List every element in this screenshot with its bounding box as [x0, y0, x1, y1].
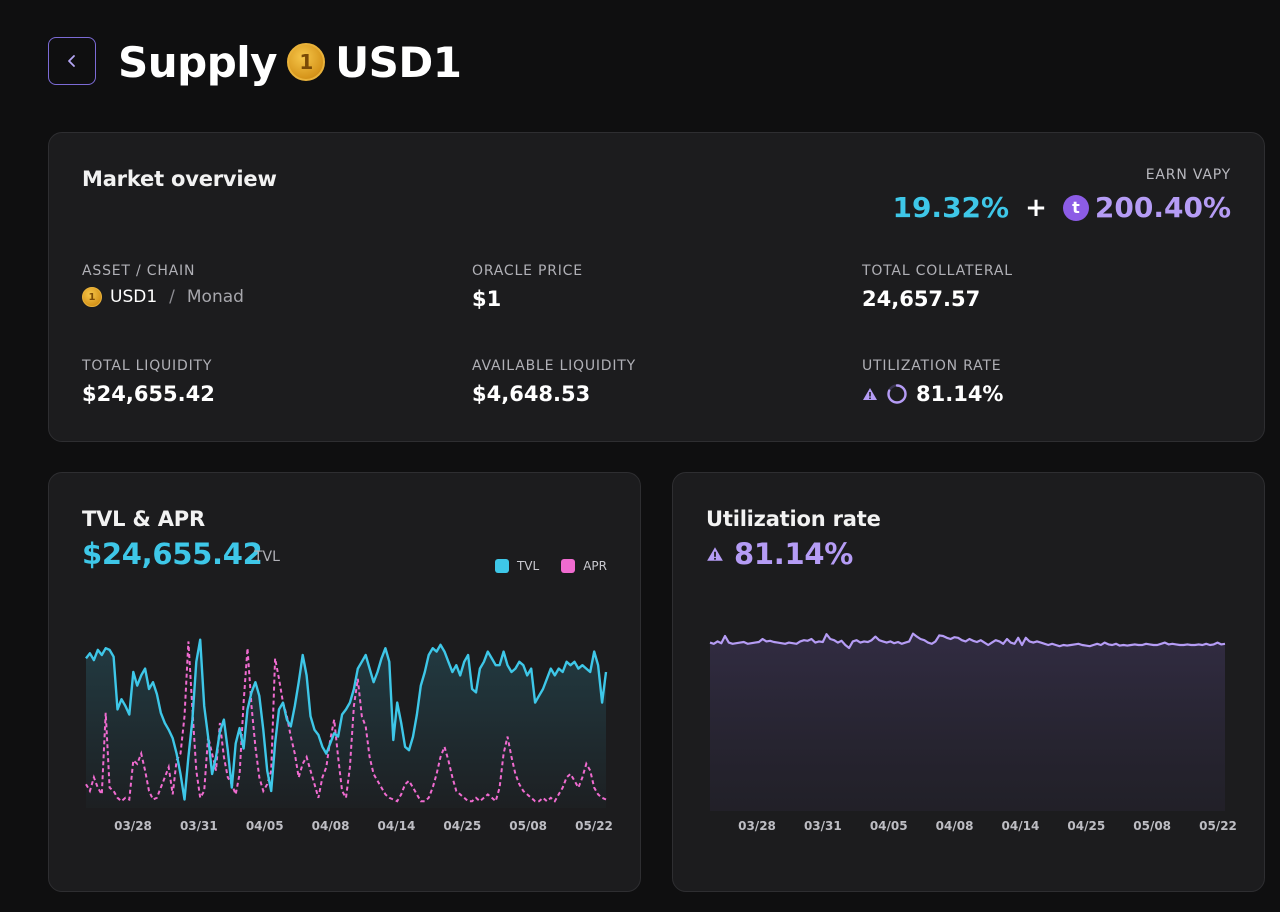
utilization-rate-value: 81.14%	[862, 382, 1003, 406]
asset-chain-value: 1 USD1 / Monad	[82, 287, 244, 307]
asset-chain-label: ASSET / CHAIN	[82, 263, 196, 279]
chart-legend: TVL APR	[481, 559, 607, 573]
market-overview-card: Market overview EARN VAPY 19.32% + t 200…	[48, 132, 1265, 442]
warning-icon	[707, 547, 723, 561]
total-collateral-label: TOTAL COLLATERAL	[862, 263, 1013, 279]
chevron-left-icon	[68, 55, 75, 67]
legend-item-tvl[interactable]: TVL	[494, 559, 540, 573]
tvl-apr-chart[interactable]	[85, 633, 608, 813]
utilization-card: Utilization rate 81.14% 03/28 03/31 04/05 0…	[672, 472, 1265, 892]
usd1-coin-icon: 1	[82, 287, 102, 307]
oracle-price-label: ORACLE PRICE	[472, 263, 583, 279]
chain-name: Monad	[186, 287, 244, 307]
x-tick-label: 04/05	[869, 819, 908, 833]
utilization-chart[interactable]	[709, 623, 1230, 813]
x-tick-label: 03/31	[179, 819, 218, 833]
x-tick-label: 03/31	[803, 819, 842, 833]
page-title-asset: USD1	[335, 37, 462, 87]
total-liquidity-value: $24,655.42	[82, 382, 215, 406]
page-title-prefix: Supply	[118, 37, 278, 87]
tvl-apr-title: TVL & APR	[82, 507, 205, 531]
utilization-ring-icon	[887, 384, 907, 404]
warning-icon	[863, 388, 877, 400]
x-tick-label: 04/14	[377, 819, 416, 833]
utilization-series-line	[709, 632, 1226, 650]
utilization-title: Utilization rate	[706, 507, 881, 531]
utilization-area	[710, 633, 1225, 811]
x-tick-label: 04/08	[935, 819, 974, 833]
x-tick-label: 04/25	[1067, 819, 1106, 833]
x-tick-label: 04/25	[443, 819, 482, 833]
available-liquidity-stat: AVAILABLE LIQUIDITY $4,648.53	[472, 358, 636, 406]
tvl-value: $24,655.42	[82, 537, 263, 571]
utilization-rate-text: 81.14%	[916, 382, 1004, 406]
usd1-coin-icon: 1	[287, 43, 326, 81]
legend-label-tvl: TVL	[516, 559, 540, 573]
legend-label-apr: APR	[583, 559, 607, 573]
earn-vapy-values: 19.32% + t 200.40%	[892, 191, 1231, 224]
oracle-price-value: $1	[472, 287, 502, 311]
total-liquidity-stat: TOTAL LIQUIDITY $24,655.42	[82, 358, 215, 406]
tvl-unit: TVL	[254, 549, 280, 565]
earn-vapy-label: EARN VAPY	[1145, 167, 1231, 183]
tvl-series-line	[85, 638, 608, 801]
legend-item-apr[interactable]: APR	[561, 559, 607, 573]
oracle-price-stat: ORACLE PRICE $1	[472, 263, 583, 311]
total-collateral-stat: TOTAL COLLATERAL 24,657.57	[862, 263, 1013, 311]
x-tick-label: 03/28	[114, 819, 152, 833]
utilization-value: 81.14%	[706, 537, 853, 571]
utilization-rate-stat: UTILIZATION RATE 81.14%	[862, 358, 1003, 406]
tvl-apr-card: TVL & APR $24,655.42 TVL TVL APR 03/28 03…	[48, 472, 641, 892]
x-tick-label: 04/14	[1001, 819, 1040, 833]
asset-name: USD1	[110, 287, 158, 307]
vapy-base-value: 19.32%	[892, 191, 1010, 224]
utilization-value-text: 81.14%	[734, 537, 853, 571]
available-liquidity-label: AVAILABLE LIQUIDITY	[472, 358, 637, 374]
vapy-reward-value: 200.40%	[1094, 191, 1231, 224]
back-button[interactable]	[48, 37, 96, 85]
reward-token-icon: t	[1062, 194, 1089, 221]
x-tick-label: 03/28	[738, 819, 776, 833]
x-tick-label: 05/08	[1133, 819, 1172, 833]
asset-chain-stat: ASSET / CHAIN 1 USD1 / Monad	[82, 263, 244, 307]
x-tick-label: 05/22	[575, 819, 613, 833]
x-tick-label: 04/05	[245, 819, 284, 833]
plus-sign: +	[1025, 192, 1047, 223]
x-tick-label: 05/08	[509, 819, 548, 833]
x-tick-label: 05/22	[1199, 819, 1237, 833]
legend-swatch-tvl	[494, 559, 509, 573]
x-tick-label: 04/08	[311, 819, 350, 833]
market-overview-title: Market overview	[82, 167, 277, 191]
legend-swatch-apr	[561, 559, 576, 573]
available-liquidity-value: $4,648.53	[472, 382, 591, 406]
page-title: Supply 1 USD1	[118, 36, 462, 88]
total-collateral-value: 24,657.57	[862, 287, 981, 311]
utilization-rate-label: UTILIZATION RATE	[862, 358, 1002, 374]
apr-series-line	[85, 641, 607, 803]
separator-slash: /	[169, 287, 175, 307]
total-liquidity-label: TOTAL LIQUIDITY	[82, 358, 213, 374]
